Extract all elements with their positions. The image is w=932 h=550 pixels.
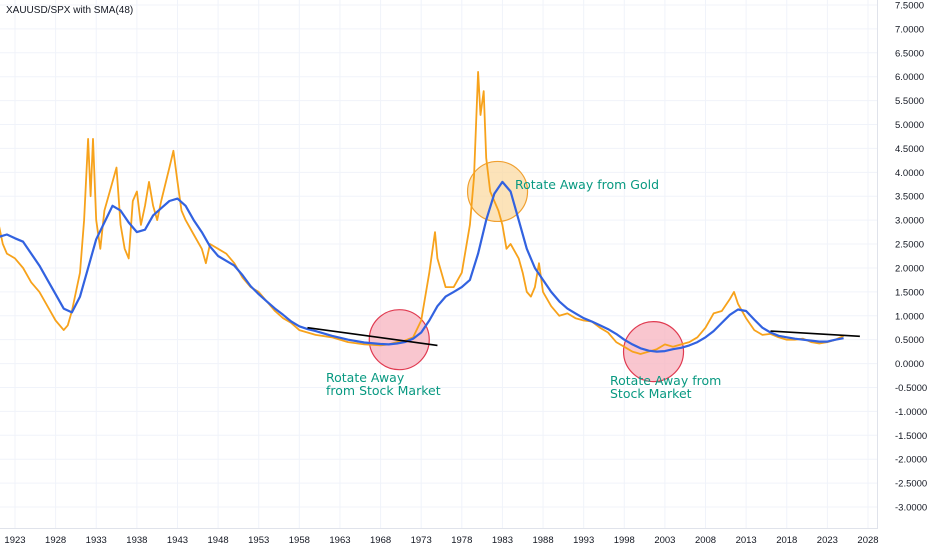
y-tick-label: 6.0000 — [895, 72, 924, 83]
y-tick-label: 5.0000 — [895, 120, 924, 131]
annotation-line: Rotate Away from Gold — [515, 177, 660, 192]
y-tick-label: -1.0000 — [895, 407, 927, 418]
x-tick-label: 1993 — [573, 535, 594, 546]
price-series-line — [0, 71, 844, 355]
x-tick-label: 2023 — [817, 535, 838, 546]
x-tick-label: 1938 — [126, 535, 147, 546]
x-tick-label: 1943 — [167, 535, 188, 546]
x-tick-label: 2008 — [695, 535, 716, 546]
grid — [0, 0, 877, 528]
annotation-gold: Rotate Away from Gold — [515, 178, 659, 191]
annotation-stock-market-2: Rotate Away from Stock Market — [610, 374, 721, 400]
x-tick-label: 2018 — [776, 535, 797, 546]
y-tick-label: -1.5000 — [895, 431, 927, 442]
x-tick-label: 1998 — [614, 535, 635, 546]
x-tick-label: 1933 — [86, 535, 107, 546]
y-tick-label: 2.5000 — [895, 240, 924, 251]
x-tick-label: 1953 — [248, 535, 269, 546]
y-tick-label: 0.5000 — [895, 335, 924, 346]
y-tick-label: 4.0000 — [895, 168, 924, 179]
time-axis[interactable]: 1923 1928 1933 1938 1943 1948 1953 1958 1963 1968… — [4, 535, 878, 546]
x-tick-label: 1928 — [45, 535, 66, 546]
x-tick-label: 1978 — [451, 535, 472, 546]
y-tick-label: -0.5000 — [895, 383, 927, 394]
x-tick-label: 1923 — [4, 535, 25, 546]
annotation-line: Stock Market — [610, 386, 692, 401]
x-tick-label: 1963 — [329, 535, 350, 546]
x-tick-label: 1958 — [289, 535, 310, 546]
trendlines — [307, 326, 860, 347]
chart-title: XAUUSD/SPX with SMA(48) — [6, 5, 134, 16]
trendline-1 — [307, 326, 438, 347]
y-tick-label: -2.5000 — [895, 479, 927, 490]
trendline-2 — [770, 330, 860, 338]
y-tick-label: 0.0000 — [895, 359, 924, 370]
highlight-circles — [368, 160, 685, 383]
highlight-circle-2 — [466, 160, 529, 223]
y-tick-label: 2.0000 — [895, 263, 924, 274]
annotation-line: from Stock Market — [326, 383, 441, 398]
series-lines — [0, 71, 844, 355]
x-tick-label: 2028 — [857, 535, 878, 546]
y-tick-label: 1.0000 — [895, 311, 924, 322]
y-tick-label: 7.0000 — [895, 24, 924, 35]
price-axis[interactable]: 7.5000 7.0000 6.5000 6.0000 5.5000 5.0000 4.50… — [895, 1, 927, 514]
y-tick-label: 1.5000 — [895, 287, 924, 298]
y-tick-label: 3.5000 — [895, 192, 924, 203]
x-tick-label: 1973 — [411, 535, 432, 546]
x-tick-label: 1968 — [370, 535, 391, 546]
x-tick-label: 1983 — [492, 535, 513, 546]
y-tick-label: 4.5000 — [895, 144, 924, 155]
y-tick-label: 6.5000 — [895, 48, 924, 59]
y-tick-label: -2.0000 — [895, 455, 927, 466]
annotation-line: Rotate Away — [326, 370, 405, 385]
annotation-line: Rotate Away from — [610, 373, 722, 388]
x-tick-label: 2013 — [736, 535, 757, 546]
y-tick-label: 7.5000 — [895, 1, 924, 12]
y-tick-label: 3.0000 — [895, 216, 924, 227]
sma-series-line — [0, 180, 844, 353]
x-tick-label: 1988 — [532, 535, 553, 546]
y-tick-label: -3.0000 — [895, 503, 927, 514]
x-tick-label: 2003 — [654, 535, 675, 546]
annotation-stock-market-1: Rotate Away from Stock Market — [326, 371, 441, 397]
x-tick-label: 1948 — [208, 535, 229, 546]
y-tick-label: 5.5000 — [895, 96, 924, 107]
